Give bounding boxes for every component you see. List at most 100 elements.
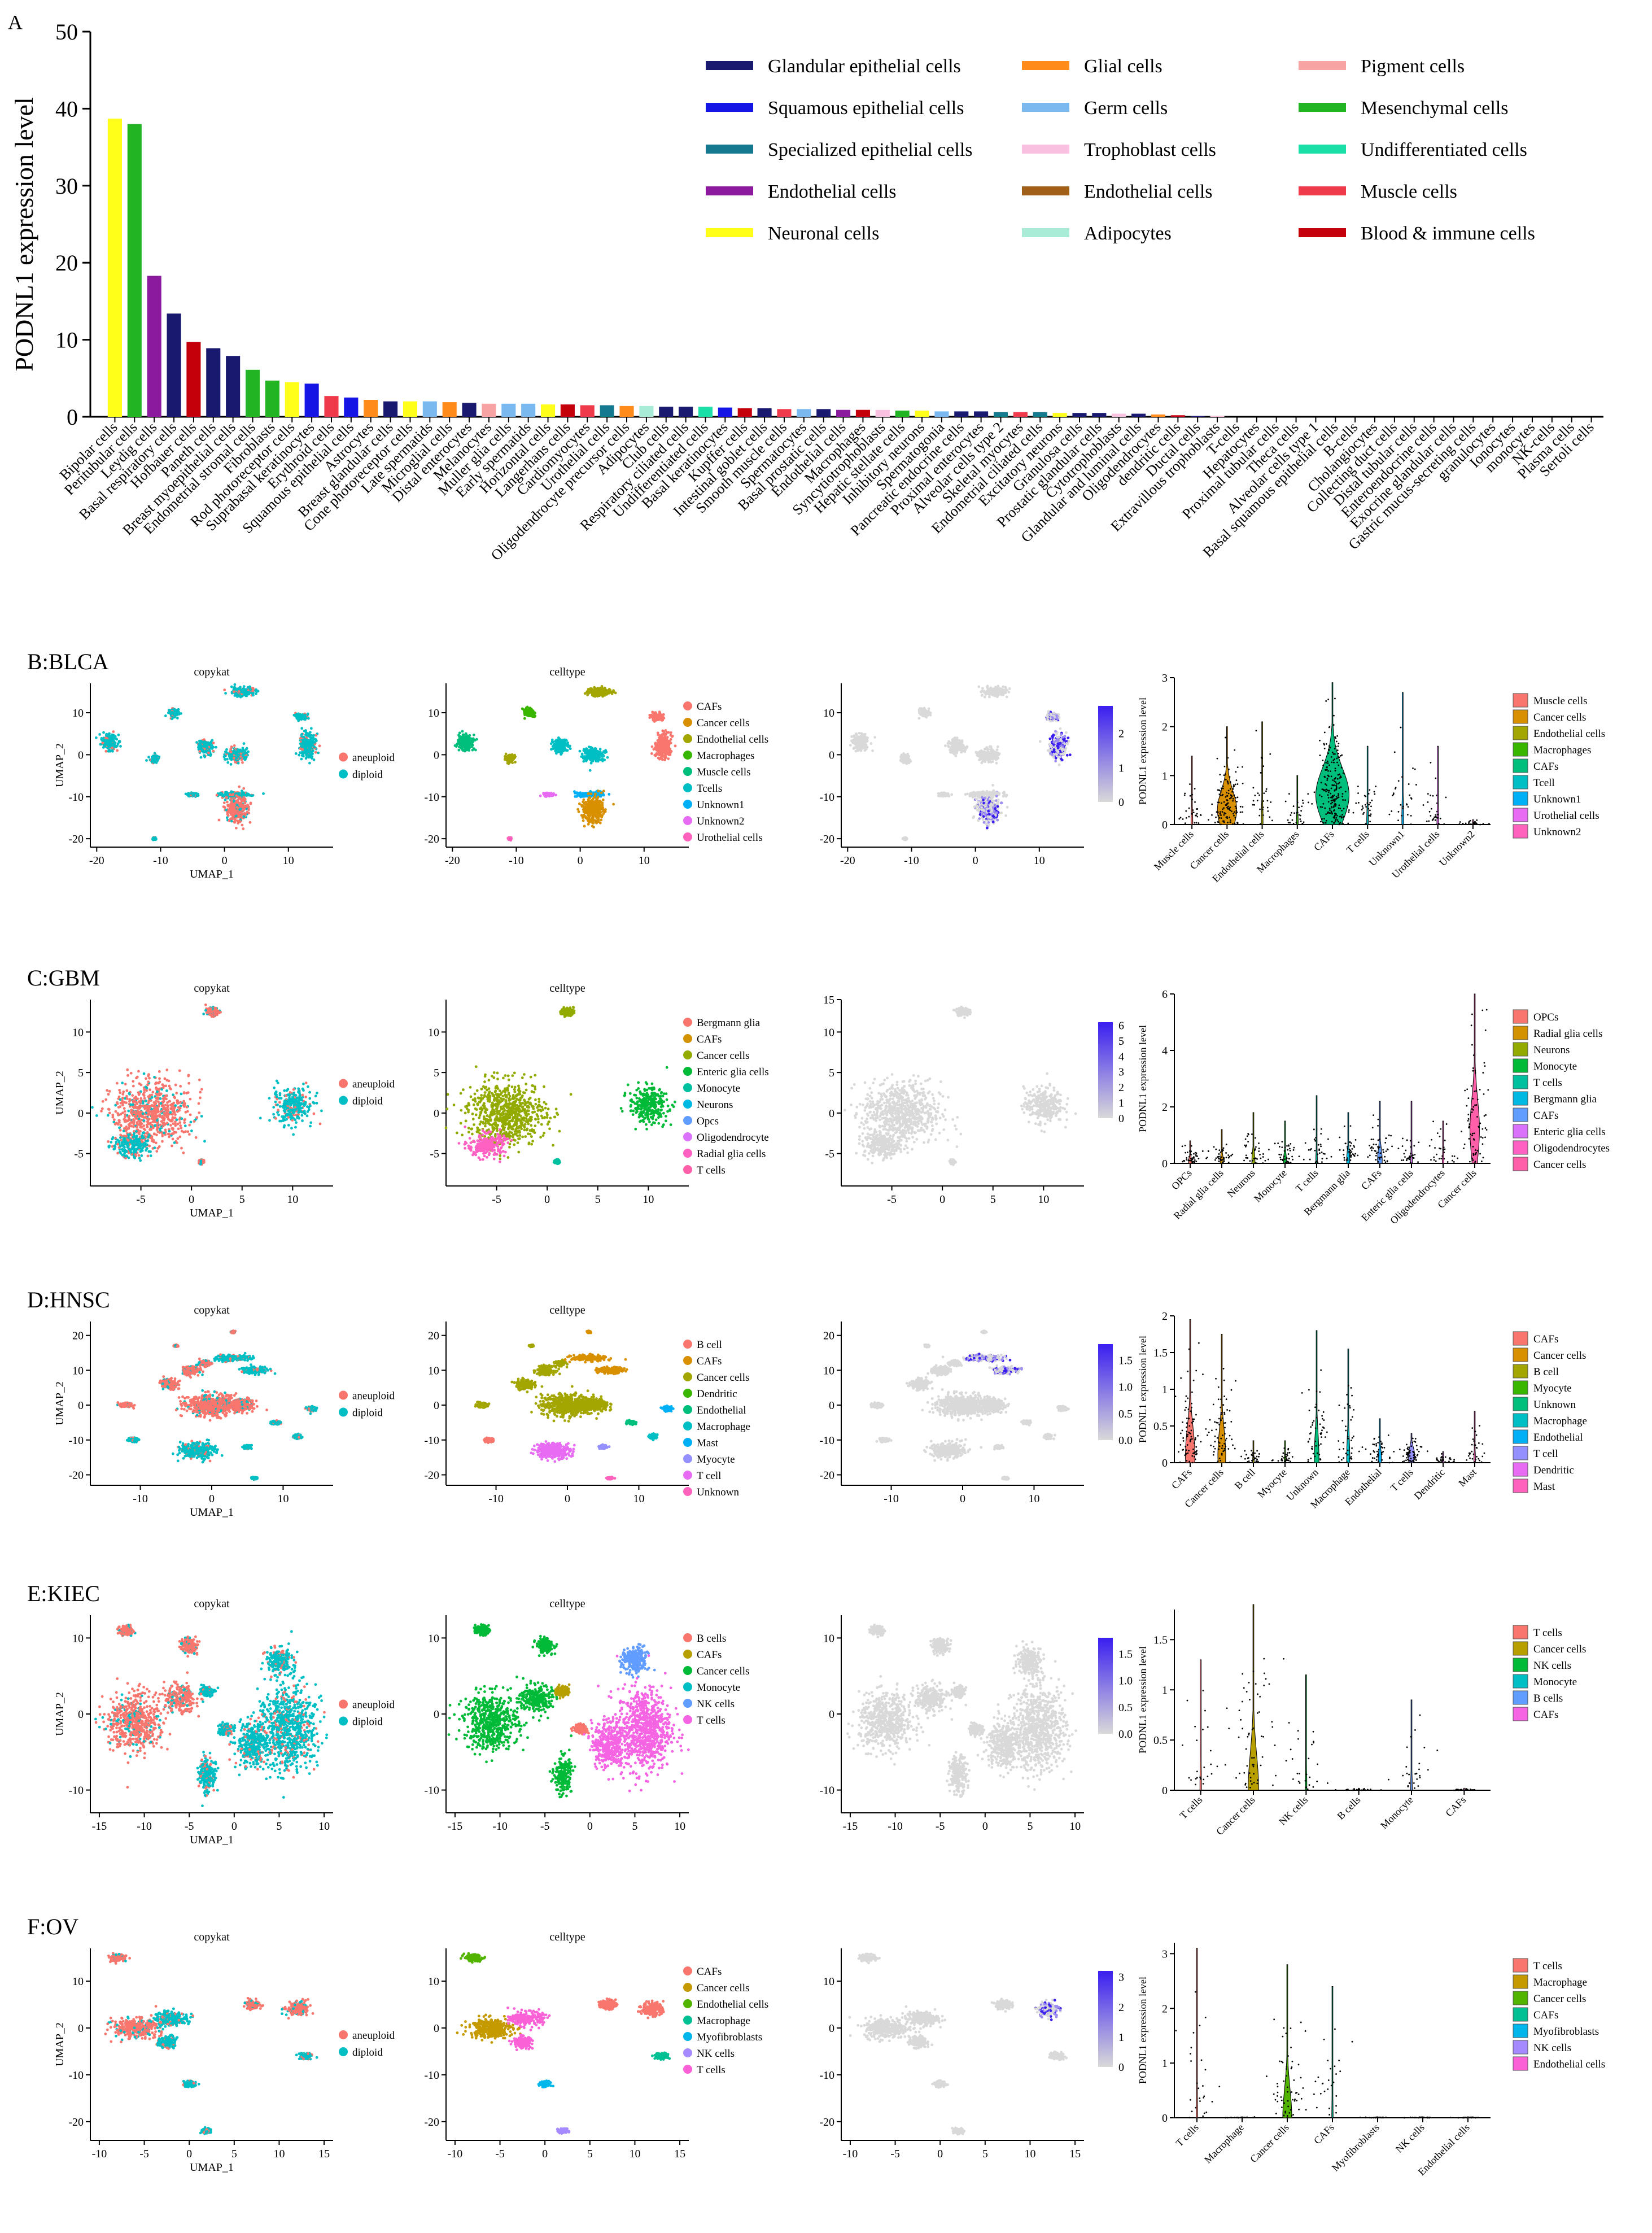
umap-point <box>229 797 233 800</box>
bar <box>167 313 181 417</box>
umap-point <box>292 713 296 717</box>
umap-point <box>101 742 104 745</box>
legend-dot <box>683 734 692 743</box>
umap-point <box>527 712 531 715</box>
umap-point <box>668 748 671 751</box>
umap-point <box>222 801 226 804</box>
umap-point <box>551 747 554 751</box>
umap-point <box>173 716 176 719</box>
umap-point <box>653 747 657 750</box>
bar <box>127 124 142 417</box>
umap-point <box>171 717 174 721</box>
umap-point <box>304 733 307 736</box>
umap-point <box>223 688 226 692</box>
umap-point <box>514 761 517 764</box>
umap-point <box>225 796 228 799</box>
umap-point <box>597 754 600 758</box>
umap-point <box>551 745 554 748</box>
umap-point <box>204 750 208 753</box>
umap-y-tick-label: -20 <box>819 833 834 845</box>
bar <box>855 409 870 417</box>
bar <box>482 403 496 417</box>
umap-point <box>588 815 591 818</box>
umap-point <box>591 815 595 819</box>
legend-label: Specialized epithelial cells <box>768 139 973 160</box>
umap-point <box>237 814 241 817</box>
legend-label: Germ cells <box>1084 98 1168 119</box>
umap-point <box>601 798 605 801</box>
bar <box>797 409 811 417</box>
umap-point <box>561 747 564 750</box>
umap-point <box>231 803 234 805</box>
umap-point <box>467 744 470 748</box>
umap-point <box>556 748 559 752</box>
umap-point <box>238 797 241 800</box>
bar <box>147 276 161 417</box>
umap-point <box>588 821 592 823</box>
legend-swatch <box>1299 61 1346 70</box>
umap-point <box>233 744 236 747</box>
umap-point <box>304 729 307 732</box>
umap-point <box>583 825 586 828</box>
umap-point <box>525 706 528 709</box>
umap-point <box>557 739 561 743</box>
umap-point <box>663 755 666 758</box>
umap-point <box>225 808 228 812</box>
umap-point <box>223 753 226 756</box>
y-tick-label: 50 <box>55 19 78 45</box>
umap-point <box>195 741 198 744</box>
legend-dot <box>339 769 348 779</box>
umap-point <box>301 752 305 755</box>
umap-point <box>596 687 600 690</box>
umap-point <box>468 737 471 740</box>
bar <box>1170 415 1185 417</box>
umap-point <box>302 739 305 743</box>
umap-point <box>596 760 600 763</box>
umap-point <box>223 806 226 809</box>
umap-point <box>304 741 308 744</box>
umap-point <box>585 805 589 808</box>
umap-point <box>206 746 209 749</box>
umap-point <box>112 740 116 743</box>
bar <box>600 405 614 417</box>
legend-label: aneuploid <box>352 752 395 764</box>
legend-label: Adipocytes <box>1084 223 1172 244</box>
umap-point <box>599 795 602 798</box>
bar <box>777 409 792 417</box>
umap-point <box>666 752 668 756</box>
umap-point <box>231 793 235 796</box>
umap-point <box>235 803 239 806</box>
umap-point <box>215 793 218 797</box>
umap-point <box>669 738 672 741</box>
umap-point <box>578 749 582 753</box>
legend-label: Unknown2 <box>697 815 744 827</box>
legend-label: Muscle cells <box>1361 181 1457 202</box>
legend-label: Pigment cells <box>1361 56 1465 77</box>
umap-y-tick-label: -20 <box>68 833 84 845</box>
umap-point <box>318 744 321 748</box>
umap-point <box>314 738 317 741</box>
umap-point <box>521 707 524 710</box>
umap-point <box>669 742 672 744</box>
bar <box>1190 416 1205 417</box>
umap-point <box>231 811 234 814</box>
umap-point <box>666 736 669 739</box>
umap-point <box>314 734 318 737</box>
legend-dot <box>683 718 692 727</box>
umap-point <box>299 747 302 751</box>
umap-point <box>603 758 606 761</box>
umap-point <box>606 756 609 759</box>
umap-point <box>168 708 171 712</box>
umap-point <box>596 694 600 697</box>
umap-point <box>234 809 237 812</box>
umap-point <box>604 749 608 752</box>
umap-point <box>310 744 313 747</box>
bar <box>1112 413 1126 417</box>
umap-point <box>212 749 215 753</box>
bar <box>186 342 201 417</box>
umap-point <box>111 734 114 737</box>
panel-a-bars <box>107 119 1225 417</box>
bar <box>679 407 693 417</box>
